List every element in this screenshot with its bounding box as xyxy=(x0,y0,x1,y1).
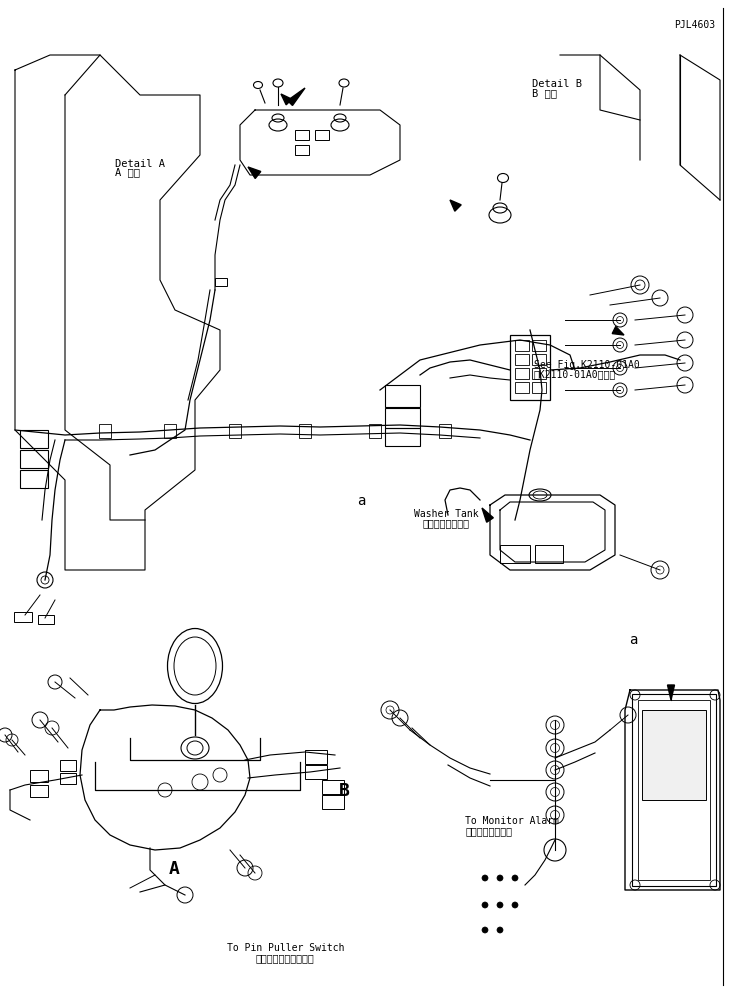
Text: A 詳細: A 詳細 xyxy=(115,168,140,178)
Bar xyxy=(229,424,241,438)
Bar xyxy=(535,545,563,563)
Bar xyxy=(322,780,344,794)
Text: B: B xyxy=(339,782,350,800)
Circle shape xyxy=(512,902,518,908)
Bar xyxy=(500,545,530,563)
Bar xyxy=(632,694,716,886)
Text: See Fig.K2110-01A0: See Fig.K2110-01A0 xyxy=(534,360,639,370)
Polygon shape xyxy=(281,94,292,105)
Bar xyxy=(515,340,529,351)
Text: Washer Tank: Washer Tank xyxy=(413,509,479,519)
Text: B 詳細: B 詳細 xyxy=(532,88,557,98)
Text: Detail A: Detail A xyxy=(115,159,165,169)
Bar xyxy=(369,424,381,438)
Bar xyxy=(30,770,48,782)
Text: ピンプラースイッチへ: ピンプラースイッチへ xyxy=(256,953,315,963)
Text: To Pin Puller Switch: To Pin Puller Switch xyxy=(227,943,344,953)
Polygon shape xyxy=(450,200,461,211)
Polygon shape xyxy=(288,88,305,105)
Circle shape xyxy=(482,927,488,933)
Circle shape xyxy=(482,875,488,881)
Bar xyxy=(515,382,529,393)
Bar xyxy=(164,424,176,438)
Bar xyxy=(385,408,420,428)
Bar xyxy=(20,470,48,488)
Bar xyxy=(38,615,54,624)
Bar xyxy=(305,750,327,764)
Bar xyxy=(439,424,451,438)
Polygon shape xyxy=(482,508,494,522)
Circle shape xyxy=(497,927,503,933)
Bar xyxy=(20,450,48,468)
Bar xyxy=(515,368,529,379)
Polygon shape xyxy=(248,167,261,179)
Text: a: a xyxy=(628,633,637,647)
Text: PJL4603: PJL4603 xyxy=(674,20,715,30)
Bar xyxy=(295,130,309,140)
Bar xyxy=(315,130,329,140)
Bar xyxy=(638,700,710,880)
Bar xyxy=(30,785,48,797)
Text: To Monitor Alarm: To Monitor Alarm xyxy=(465,816,559,826)
Bar xyxy=(295,145,309,155)
Bar xyxy=(385,385,420,407)
Text: Detail B: Detail B xyxy=(532,79,582,89)
Text: モニタアラームへ: モニタアラームへ xyxy=(465,826,512,836)
Bar xyxy=(385,428,420,446)
Bar xyxy=(322,795,344,809)
Bar xyxy=(99,424,111,438)
Circle shape xyxy=(512,875,518,881)
Bar xyxy=(532,382,546,393)
Bar xyxy=(515,354,529,365)
Bar xyxy=(60,773,76,784)
Bar xyxy=(60,760,76,771)
Circle shape xyxy=(497,902,503,908)
Bar xyxy=(532,368,546,379)
Text: a: a xyxy=(356,494,365,508)
Bar xyxy=(532,340,546,351)
Text: A: A xyxy=(169,860,179,878)
Text: ウォッシャタンク: ウォッシャタンク xyxy=(422,518,470,528)
Circle shape xyxy=(497,875,503,881)
Polygon shape xyxy=(612,326,624,335)
Bar xyxy=(642,710,706,800)
Bar xyxy=(510,335,550,400)
Bar xyxy=(532,354,546,365)
Bar xyxy=(20,430,48,448)
Text: 第K2110-01A0図参照: 第K2110-01A0図参照 xyxy=(534,369,616,379)
Polygon shape xyxy=(668,685,674,700)
Bar xyxy=(305,765,327,779)
Circle shape xyxy=(482,902,488,908)
Bar xyxy=(299,424,311,438)
Bar xyxy=(14,612,32,622)
Bar xyxy=(215,278,227,286)
